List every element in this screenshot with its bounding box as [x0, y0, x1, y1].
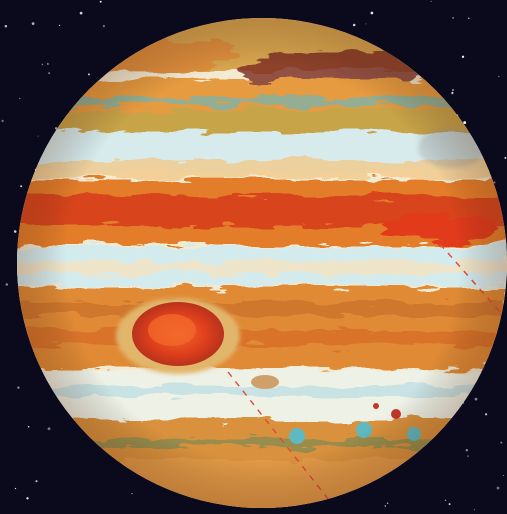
- star: [465, 449, 468, 452]
- star: [41, 63, 44, 66]
- star: [504, 156, 507, 159]
- star: [448, 503, 451, 506]
- star: [467, 17, 470, 20]
- star: [19, 97, 21, 99]
- star: [473, 509, 475, 511]
- star: [430, 0, 432, 2]
- star: [451, 91, 454, 94]
- star: [47, 63, 49, 65]
- star: [467, 455, 469, 457]
- star: [498, 75, 500, 78]
- star: [452, 17, 454, 19]
- star: [131, 492, 133, 495]
- star: [54, 127, 58, 130]
- star: [493, 181, 496, 184]
- star: [102, 25, 105, 28]
- star: [14, 487, 17, 490]
- star: [17, 386, 20, 389]
- star: [37, 135, 39, 137]
- star: [35, 480, 38, 483]
- star: [87, 73, 90, 76]
- star: [384, 505, 387, 507]
- star: [386, 502, 389, 504]
- star: [26, 497, 29, 500]
- star: [20, 185, 23, 188]
- star: [461, 55, 465, 58]
- star: [463, 121, 467, 125]
- star: [484, 413, 488, 416]
- star: [503, 475, 504, 476]
- star: [370, 11, 374, 15]
- star: [48, 72, 51, 75]
- star: [79, 11, 83, 15]
- star: [500, 441, 503, 444]
- star: [4, 25, 8, 28]
- star: [452, 89, 454, 91]
- star: [5, 283, 9, 286]
- star: [352, 23, 356, 27]
- star: [58, 24, 61, 27]
- star: [444, 499, 447, 502]
- star: [27, 425, 30, 428]
- star: [496, 486, 500, 490]
- star: [47, 427, 51, 431]
- star: [1, 119, 4, 123]
- star: [99, 0, 102, 3]
- star: [31, 22, 35, 25]
- star: [365, 23, 367, 25]
- star: [13, 230, 17, 233]
- star: [474, 397, 478, 401]
